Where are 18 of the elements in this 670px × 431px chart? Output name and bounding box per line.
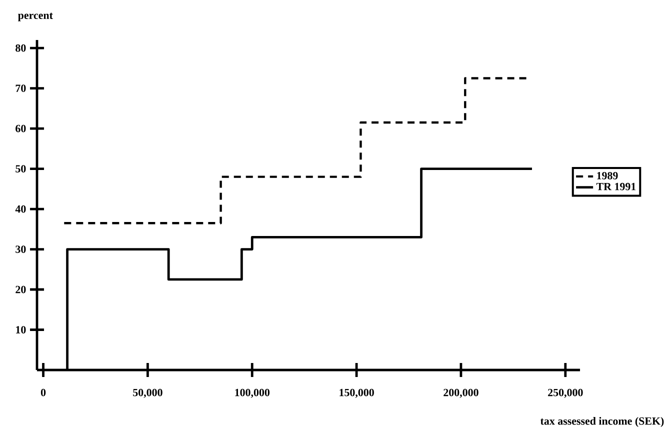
x-tick-label: 200,000 (444, 388, 478, 398)
x-tick-label: 0 (40, 388, 46, 396)
x-tick-label: 250,000 (548, 388, 583, 398)
x-tick-label: 150,000 (340, 388, 374, 398)
y-tick-label: 10 (16, 326, 26, 334)
y-tick-label: 40 (15, 205, 26, 213)
y-tick-label: 60 (16, 124, 26, 132)
x-tick-label: 100,000 (235, 388, 270, 398)
legend-label: TR 1991 (596, 182, 636, 190)
y-tick-label: 80 (16, 44, 26, 52)
y-axis-title: percent (18, 12, 53, 22)
y-tick-label: 50 (16, 165, 26, 172)
legend-label: 1989 (597, 172, 618, 180)
y-tick-label: 70 (16, 84, 26, 92)
x-tick-label: 50,000 (133, 388, 162, 398)
y-tick-label: 20 (16, 286, 26, 294)
y-tick-label: 30 (16, 246, 26, 253)
x-axis-title: tax assessed income (SEK) (540, 417, 664, 427)
